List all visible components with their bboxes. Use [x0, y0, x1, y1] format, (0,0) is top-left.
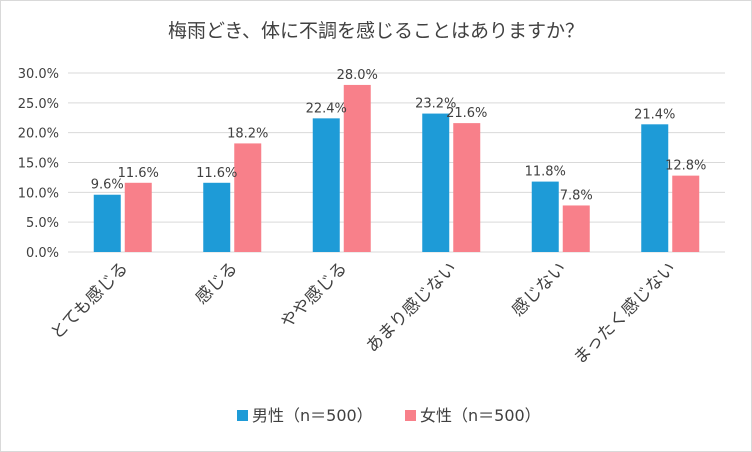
legend-swatch [405, 410, 416, 421]
x-category-label: あまり感じない [362, 258, 460, 356]
data-label: 28.0% [337, 68, 378, 83]
data-label: 11.8% [525, 165, 566, 180]
bar [531, 181, 559, 252]
data-label: 23.2% [415, 97, 456, 112]
data-labels: 9.6%11.6% 11.6%18.2%22.4%28.0%23.2%21.6%1… [91, 68, 707, 204]
chart-title: 梅雨どき、体に不調を感じることはありますか？ [168, 20, 584, 42]
legend-label: 男性（n＝500） [252, 406, 373, 425]
y-tick-label: 15.0% [18, 157, 59, 172]
bar [203, 182, 231, 252]
x-category-label: まったく感じない [570, 258, 680, 368]
y-tick-label: 5.0% [26, 216, 59, 231]
gridlines [68, 72, 725, 253]
y-tick-label: 20.0% [18, 127, 59, 142]
data-label: 12.8% [665, 159, 706, 174]
bar [453, 123, 481, 253]
data-label: 18.2% [227, 126, 268, 141]
x-category-label: やや感じる [277, 258, 351, 332]
x-category-label: 感じない [508, 258, 570, 320]
legend-label: 女性（n＝500） [420, 406, 541, 425]
y-axis-ticks: 0.0% 5.0% 10.0% 15.0% 20.0% 25.0% 30.0% [18, 67, 59, 261]
data-label: 9.6% [91, 178, 124, 193]
data-label: 7.8% [560, 188, 593, 203]
y-tick-label: 25.0% [18, 97, 59, 112]
data-label: 21.6% [446, 106, 487, 121]
bar [234, 143, 262, 252]
data-label: 11.6% [196, 166, 237, 181]
x-category-label: 感じる [192, 258, 242, 308]
y-tick-label: 10.0% [18, 186, 59, 201]
legend-swatch [237, 410, 248, 421]
bar [124, 182, 152, 252]
bar [641, 124, 669, 252]
y-tick-label: 30.0% [18, 67, 59, 82]
bars [93, 84, 700, 253]
bar [343, 84, 371, 252]
data-label: 11.6% [118, 166, 159, 181]
y-tick-label: 0.0% [26, 246, 59, 261]
data-label: 21.4% [634, 107, 675, 122]
bar [562, 205, 590, 252]
bar [672, 175, 700, 252]
bar [422, 113, 450, 252]
x-category-label: とても感じる [47, 258, 132, 343]
data-label: 22.4% [306, 101, 347, 116]
bar [312, 118, 340, 252]
legend: 男性（n＝500） 女性（n＝500） [237, 406, 541, 425]
x-axis-categories: とても感じる 感じる やや感じる あまり感じない 感じない まったく感じない [47, 258, 680, 368]
bar [93, 194, 121, 252]
